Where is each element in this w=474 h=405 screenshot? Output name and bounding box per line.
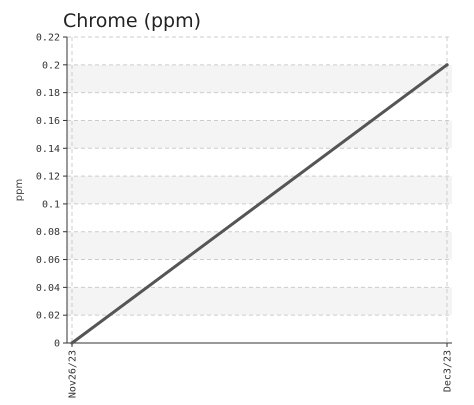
- y-tick-label: 0.08: [36, 227, 60, 238]
- plot-band: [67, 176, 452, 204]
- y-tick-labels: 0 0.02 0.04 0.06 0.08 0.1 0.12 0.14 0.16 0.18 0.2 0…: [36, 33, 60, 350]
- data-point: [70, 341, 74, 345]
- series-line: [70, 63, 449, 345]
- y-tick-label: 0.12: [36, 172, 60, 183]
- x-tick-label: Dec3/23: [443, 350, 454, 392]
- plot-band: [67, 231, 452, 260]
- y-tick-label: 0.02: [36, 311, 60, 322]
- axes: [63, 36, 452, 347]
- plot-bands: [67, 64, 452, 316]
- data-point: [445, 63, 449, 67]
- plot-band: [67, 287, 452, 316]
- y-tick-label: 0.06: [36, 255, 60, 266]
- x-tick-labels: Nov26/23 Dec3/23: [68, 350, 454, 398]
- y-tick-label: 0.04: [36, 283, 60, 294]
- y-tick-label: 0: [54, 339, 60, 350]
- y-axis-label: ppm: [14, 179, 25, 201]
- chart-title: Chrome (ppm): [63, 10, 201, 32]
- x-tick-label: Nov26/23: [68, 350, 79, 398]
- plot-band: [67, 120, 452, 149]
- y-tick-label: 0.16: [36, 116, 60, 127]
- y-tick-label: 0.14: [36, 144, 60, 155]
- y-tick-label: 0.1: [42, 199, 60, 210]
- plot-band: [67, 64, 452, 93]
- y-tick-label: 0.2: [42, 60, 60, 71]
- data-series: [70, 63, 449, 345]
- y-tick-label: 0.22: [36, 33, 60, 44]
- y-tick-label: 0.18: [36, 88, 60, 99]
